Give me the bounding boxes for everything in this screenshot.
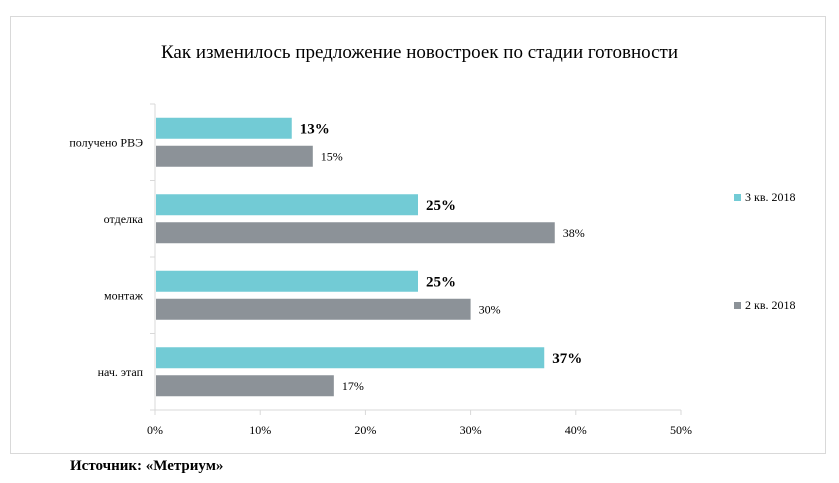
data-label: 13%: [300, 121, 330, 137]
chart-title: Как изменилось предложение новостроек по…: [161, 42, 678, 63]
legend-item: 2 кв. 2018: [734, 298, 796, 313]
data-label: 25%: [426, 274, 456, 290]
category-label: получено РВЭ: [69, 135, 143, 149]
legend-label: 3 кв. 2018: [745, 190, 796, 204]
category-label: нач. этап: [98, 365, 144, 379]
data-label: 37%: [552, 351, 582, 367]
data-label: 17%: [342, 379, 364, 393]
legend-swatch: [734, 193, 741, 201]
category-label: отделка: [104, 212, 144, 226]
bar-q3-2018: [156, 194, 418, 216]
bar-q2-2018: [156, 222, 555, 244]
bar-q2-2018: [156, 375, 334, 397]
bar-q2-2018: [156, 145, 313, 167]
data-label: 15%: [321, 149, 343, 163]
legend-item: 3 кв. 2018: [734, 190, 796, 205]
data-label: 38%: [563, 226, 585, 240]
bar-q3-2018: [156, 117, 292, 139]
bar-q2-2018: [156, 298, 471, 320]
x-tick-label: 30%: [460, 423, 482, 437]
bar-q3-2018: [156, 270, 418, 292]
chart-legend: 3 кв. 2018 2 кв. 2018: [734, 190, 824, 320]
legend-swatch: [734, 301, 741, 309]
x-tick-label: 0%: [147, 423, 163, 437]
data-label: 25%: [426, 198, 456, 214]
x-tick-label: 50%: [670, 423, 692, 437]
x-tick-label: 10%: [249, 423, 271, 437]
bar-q3-2018: [156, 347, 545, 369]
x-tick-label: 20%: [354, 423, 376, 437]
category-label: монтаж: [104, 288, 144, 302]
x-tick-label: 40%: [565, 423, 587, 437]
legend-label: 2 кв. 2018: [745, 298, 796, 312]
data-label: 30%: [479, 302, 501, 316]
source-note: Источник: «Метриум»: [70, 458, 224, 474]
